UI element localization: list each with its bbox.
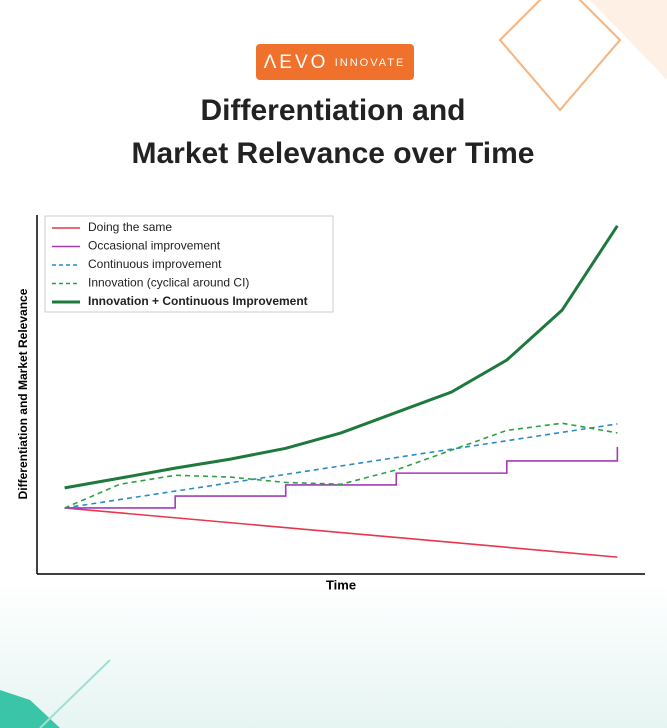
series-line xyxy=(64,446,619,509)
legend-label: Continuous improvement xyxy=(88,257,222,271)
series-line xyxy=(64,224,619,490)
x-axis-label: Time xyxy=(326,577,356,592)
decor-teal xyxy=(0,690,60,728)
chart-title: Market Relevance over Time xyxy=(132,137,535,170)
decor-diamond xyxy=(498,0,622,112)
legend-box xyxy=(44,215,334,313)
series-line xyxy=(64,422,618,509)
legend-label: Doing the same xyxy=(88,220,172,234)
logo-tagline: INNOVATE xyxy=(335,57,406,69)
y-axis-label: Differentiation and Market Relevance xyxy=(16,288,30,499)
chart-title: Differentiation and xyxy=(200,94,465,127)
series-line xyxy=(64,423,618,509)
logo-name: ΛEVO xyxy=(264,52,329,73)
legend-label: Innovation (cyclical around CI) xyxy=(88,276,249,290)
series-line xyxy=(64,507,618,558)
legend-label: Innovation + Continuous Improvement xyxy=(88,294,308,308)
logo-box xyxy=(256,44,414,80)
decor-line xyxy=(39,659,111,728)
decor-corner xyxy=(590,0,667,80)
legend-label: Occasional improvement xyxy=(88,239,221,253)
legend: Doing the same Occasional improvement Cont… xyxy=(44,215,334,313)
